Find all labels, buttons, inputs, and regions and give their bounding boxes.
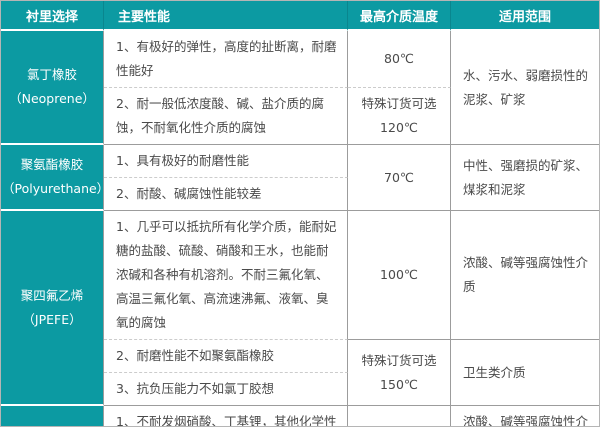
range-cell: 中性、强磨损的矿浆、煤浆和泥浆 bbox=[451, 145, 599, 211]
temp-note: 特殊订货可选 bbox=[361, 96, 437, 111]
performance-cell: 1、具有极好的耐磨性能 bbox=[104, 145, 348, 178]
performance-cell: 2、耐一般低浓度酸、碱、盐介质的腐蚀，不耐氧化性介质的腐蚀 bbox=[104, 88, 348, 145]
table-header-row: 衬里选择 主要性能 最高介质温度 适用范围 bbox=[1, 1, 599, 31]
material-name-en: （Neoprene） bbox=[9, 91, 95, 106]
performance-cell: 1、不耐发烟硝酸、丁基锂，其他化学性能与聚四氟乙烯基本相同 bbox=[104, 406, 348, 426]
table-row: 2、耐酸、碱腐蚀性能较差 bbox=[1, 178, 599, 211]
table-row: 氯丁橡胶 （Neoprene） 1、有极好的弹性，高度的扯断离，耐磨性能好 80… bbox=[1, 31, 599, 145]
performance-cell: 1、几乎可以抵抗所有化学介质，能耐妃糖的盐酸、硫酸、硝酸和王水，也能耐浓碱和各种… bbox=[104, 211, 348, 340]
material-cell-polyurethane: 聚氨酯橡胶 （Polyurethane） bbox=[1, 145, 104, 211]
temperature-cell: 特殊订货可选 120℃ bbox=[348, 88, 451, 145]
table-row: 3、抗负压能力不如氯丁胶想 bbox=[1, 373, 599, 406]
material-name-en: （JPEFE） bbox=[22, 311, 82, 327]
table-row: 2、耐一般低浓度酸、碱、盐介质的腐蚀，不耐氧化性介质的腐蚀 特殊订货可选 120… bbox=[1, 88, 599, 145]
temp-note: 特殊订货可选 bbox=[361, 352, 437, 368]
temperature-cell: 80℃ bbox=[348, 31, 451, 88]
performance-cell: 2、耐酸、碱腐蚀性能较差 bbox=[104, 178, 348, 211]
table-row: 聚氨酯橡胶 （Polyurethane） 1、具有极好的耐磨性能 70℃ 中性、… bbox=[1, 145, 599, 211]
range-cell: 浓酸、碱等强腐蚀性介质 bbox=[451, 211, 599, 340]
material-name-en: （Polyurethane） bbox=[2, 181, 104, 196]
performance-cell: 3、抗负压能力不如氯丁胶想 bbox=[104, 373, 348, 406]
table-row: 聚全氟乙丙烯 （F46） 1、不耐发烟硝酸、丁基锂，其他化学性能与聚四氟乙烯基本… bbox=[1, 406, 599, 426]
material-cell-f46: 聚全氟乙丙烯 （F46） bbox=[1, 406, 104, 426]
range-cell: 浓酸、碱等强腐蚀性介质 bbox=[451, 406, 599, 426]
table-row: 2、耐磨性能不如聚氨酯橡胶 特殊订货可选 150℃ 卫生类介质 bbox=[1, 340, 599, 406]
temperature-cell: 特殊订货可选 150℃ bbox=[348, 340, 451, 406]
material-cell-jpefe: 聚四氟乙烯 （JPEFE） bbox=[1, 211, 104, 406]
temp-value: 120℃ bbox=[380, 120, 418, 135]
performance-cell: 1、有极好的弹性，高度的扯断离，耐磨性能好 bbox=[104, 31, 348, 88]
temp-value: 150℃ bbox=[380, 376, 418, 392]
material-name: 聚氨酯橡胶 bbox=[20, 157, 84, 172]
material-name: 氯丁橡胶 bbox=[26, 67, 77, 82]
performance-cell: 2、耐磨性能不如聚氨酯橡胶 bbox=[104, 340, 348, 373]
range-cell: 卫生类介质 bbox=[451, 340, 599, 406]
header-performance: 主要性能 bbox=[104, 1, 348, 31]
header-lining: 衬里选择 bbox=[1, 1, 104, 31]
temperature-cell: 70℃ bbox=[348, 145, 451, 211]
temperature-cell: 100℃ bbox=[348, 406, 451, 426]
header-max-temp: 最高介质温度 bbox=[348, 1, 451, 31]
material-name: 聚四氟乙烯 bbox=[20, 287, 84, 303]
header-range: 适用范围 bbox=[451, 1, 599, 31]
material-cell-neoprene: 氯丁橡胶 （Neoprene） bbox=[1, 31, 104, 145]
table-row: 聚四氟乙烯 （JPEFE） 1、几乎可以抵抗所有化学介质，能耐妃糖的盐酸、硫酸、… bbox=[1, 211, 599, 406]
range-cell: 水、污水、弱磨损性的泥浆、矿浆 bbox=[451, 31, 599, 145]
temperature-cell: 100℃ bbox=[348, 211, 451, 340]
